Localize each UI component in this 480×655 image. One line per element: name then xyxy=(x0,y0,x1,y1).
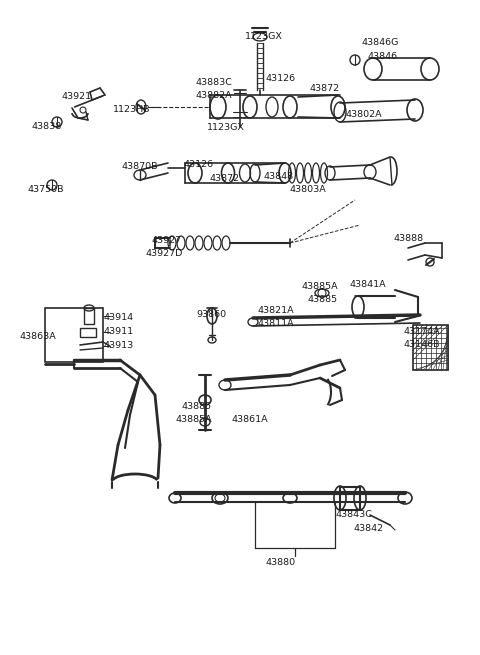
Text: 43842: 43842 xyxy=(354,524,384,533)
Text: 43811A: 43811A xyxy=(258,319,295,328)
Text: 43861A: 43861A xyxy=(232,415,269,424)
Text: 1123HB: 1123HB xyxy=(113,105,151,114)
Text: 43846G: 43846G xyxy=(362,38,399,47)
Bar xyxy=(413,325,448,370)
Text: 43821A: 43821A xyxy=(258,306,295,315)
Text: 1123GX: 1123GX xyxy=(207,123,245,132)
Text: 43841A: 43841A xyxy=(350,280,386,289)
Text: 43872: 43872 xyxy=(210,174,240,183)
Text: 43870B: 43870B xyxy=(122,162,158,171)
Text: 43885A: 43885A xyxy=(302,282,338,291)
Text: 43911: 43911 xyxy=(104,327,134,336)
Text: 43882A: 43882A xyxy=(196,91,233,100)
Text: 43838: 43838 xyxy=(32,122,62,131)
Text: 43750B: 43750B xyxy=(28,185,64,194)
Bar xyxy=(84,308,94,324)
Text: 43848: 43848 xyxy=(264,172,294,181)
Text: 43843C: 43843C xyxy=(336,510,373,519)
Text: 43802A: 43802A xyxy=(345,110,382,119)
Text: 43885A: 43885A xyxy=(175,415,212,424)
Text: 1123GX: 1123GX xyxy=(245,32,283,41)
Text: 43888: 43888 xyxy=(393,234,423,243)
Text: 93860: 93860 xyxy=(196,310,226,319)
Text: 43880: 43880 xyxy=(265,558,295,567)
Text: 43885: 43885 xyxy=(182,402,212,411)
Text: 43883C: 43883C xyxy=(196,78,233,87)
Bar xyxy=(45,308,103,362)
Text: 43846: 43846 xyxy=(368,52,398,61)
Text: 43803A: 43803A xyxy=(290,185,327,194)
Text: 43126: 43126 xyxy=(265,74,295,83)
Bar xyxy=(80,328,96,337)
Text: 43146B: 43146B xyxy=(403,340,440,349)
Text: 43126: 43126 xyxy=(184,160,214,169)
Text: 43927: 43927 xyxy=(152,236,182,245)
Text: 43885: 43885 xyxy=(308,295,338,304)
Text: 43927D: 43927D xyxy=(146,249,183,258)
Text: 43872: 43872 xyxy=(310,84,340,93)
Text: 43921: 43921 xyxy=(62,92,92,101)
Text: 43863A: 43863A xyxy=(20,332,57,341)
Text: 43913: 43913 xyxy=(104,341,134,350)
Text: 43174A: 43174A xyxy=(403,327,440,336)
Text: 43914: 43914 xyxy=(104,313,134,322)
